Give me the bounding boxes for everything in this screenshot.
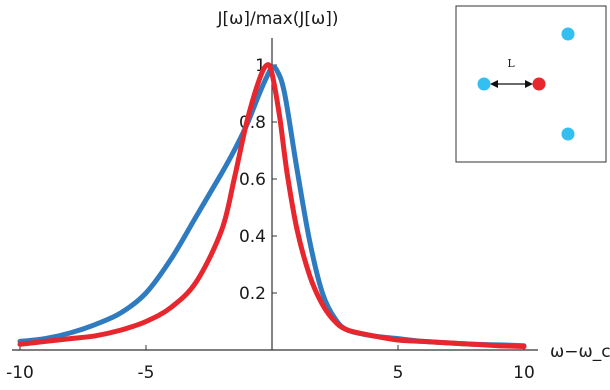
y-tick-label: 0.4: [239, 227, 266, 247]
x-axis-label: ω−ω_ca: [550, 342, 610, 362]
y-tick-label: 0.6: [239, 170, 266, 190]
axes: [12, 38, 538, 351]
inset-diagram: L: [455, 5, 607, 163]
series-group: [17, 62, 527, 350]
ticks: -10 -5 5 100.20.40.60.81: [6, 56, 535, 383]
x-tick-label: -10: [6, 363, 34, 383]
y-axis-label: J[ω]/max(J[ω]): [216, 9, 338, 29]
x-tick-label: 5: [393, 363, 404, 383]
inset-point: [477, 77, 491, 91]
series-line-red: [17, 62, 527, 350]
inset-point: [561, 27, 575, 41]
inset-point: [561, 127, 575, 141]
y-tick-label: 1: [255, 56, 266, 76]
inset-distance-label: L: [507, 57, 515, 70]
y-tick-label: 0.2: [239, 284, 266, 304]
inset-point: [532, 77, 546, 91]
x-tick-label: 10: [513, 363, 535, 383]
x-tick-label: -5: [138, 363, 155, 383]
